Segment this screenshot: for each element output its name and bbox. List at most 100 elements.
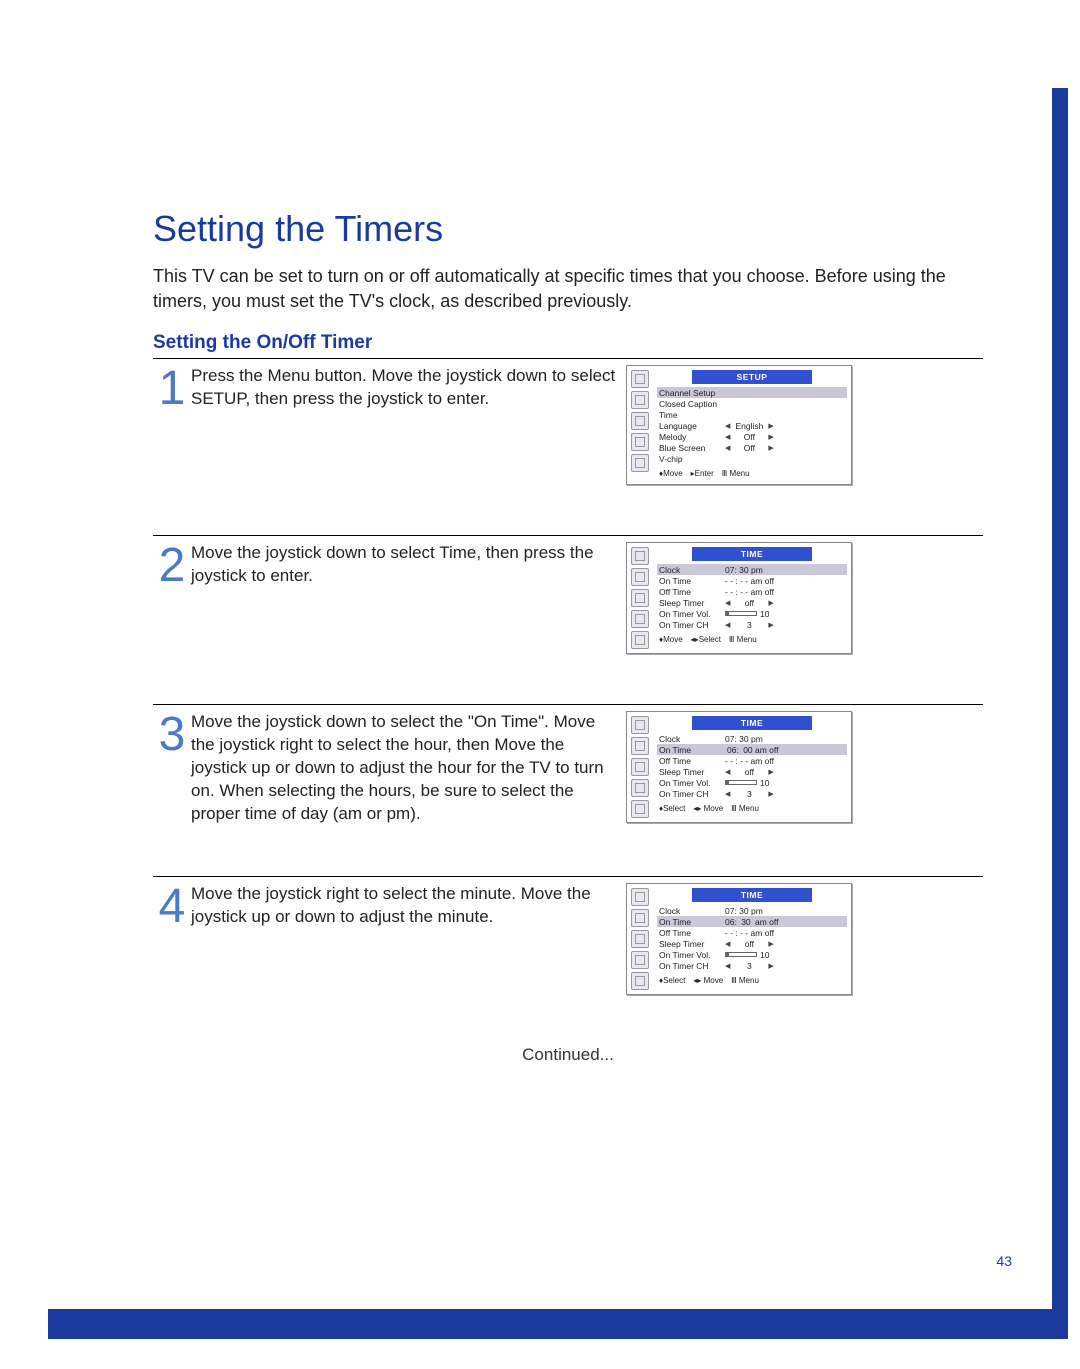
menu-value: 07: 30 pm bbox=[725, 906, 763, 916]
menu-row-label: Closed Caption bbox=[659, 399, 725, 409]
menu-row-label: V-chip bbox=[659, 454, 725, 464]
step-left: 4Move the joystick right to select the m… bbox=[153, 883, 626, 995]
menu-title: TIME bbox=[692, 888, 812, 902]
sidebar-icon bbox=[631, 972, 649, 990]
menu-value: 06: 30 am off bbox=[725, 917, 778, 927]
subheading: Setting the On/Off Timer bbox=[153, 332, 982, 354]
menu-main: TIME Clock07: 30 pmOn Time- - : - - am of… bbox=[653, 547, 847, 649]
menu-value: English bbox=[733, 421, 765, 431]
menu-title: TIME bbox=[692, 716, 812, 730]
menu-row: Sleep Timer◀off▶ bbox=[657, 766, 847, 777]
menu-main: SETUPChannel SetupClosed CaptionTimeLang… bbox=[653, 370, 847, 480]
intro-text: This TV can be set to turn on or off aut… bbox=[153, 264, 982, 314]
menu-row: Off Time- - : - - am off bbox=[657, 927, 847, 938]
menu-row-label: Language bbox=[659, 421, 725, 431]
left-arrow-icon: ◀ bbox=[725, 433, 730, 441]
menu-row-label: On Timer Vol. bbox=[659, 778, 725, 788]
menu-screenshot: TIME Clock07: 30 pmOn Time06: 30 am offOf… bbox=[626, 883, 852, 995]
menu-row: On Timer Vol. 10 bbox=[657, 777, 847, 788]
menu-value: Off bbox=[733, 432, 765, 442]
menu-main: TIMEClock07: 30 pmOn Time06: 00 am offOf… bbox=[653, 716, 847, 818]
step-text: Move the joystick down to select the "On… bbox=[191, 711, 626, 826]
menu-row: Blue Screen◀Off▶ bbox=[657, 442, 847, 453]
menu-row: Closed Caption bbox=[657, 398, 847, 409]
right-arrow-icon: ▶ bbox=[768, 444, 773, 452]
menu-value-wrap: 10 bbox=[725, 609, 769, 619]
menu-sidebar bbox=[631, 716, 653, 818]
menu-row-label: Clock bbox=[659, 906, 725, 916]
menu-row: V-chip bbox=[657, 453, 847, 464]
left-arrow-icon: ◀ bbox=[725, 599, 730, 607]
menu-value: 10 bbox=[760, 609, 769, 619]
menu-row: On Time- - : - - am off bbox=[657, 575, 847, 586]
menu-row: Clock07: 30 pm bbox=[657, 733, 847, 744]
menu-value-wrap: 10 bbox=[725, 950, 769, 960]
menu-row-label: On Timer CH bbox=[659, 620, 725, 630]
menu-row-label: Off Time bbox=[659, 587, 725, 597]
menu-value: 06: 00 am off bbox=[725, 745, 778, 755]
menu-value: 3 bbox=[733, 789, 765, 799]
step-number: 4 bbox=[153, 883, 191, 995]
sidebar-icon bbox=[631, 370, 649, 388]
menu-value-wrap: ◀off▶ bbox=[725, 939, 774, 949]
menu-value: off bbox=[733, 767, 765, 777]
sidebar-icon bbox=[631, 716, 649, 734]
menu-row: Sleep Timer◀off▶ bbox=[657, 597, 847, 608]
menu-row-label: On Timer Vol. bbox=[659, 950, 725, 960]
footer-hint: ◂▸Select bbox=[691, 635, 721, 644]
page-content: Setting the Timers This TV can be set to… bbox=[48, 88, 1052, 1085]
footer-hint: ♦Move bbox=[659, 635, 683, 644]
step-screen: SETUPChannel SetupClosed CaptionTimeLang… bbox=[626, 365, 852, 485]
footer-hint: Ⅲ Menu bbox=[722, 469, 750, 478]
menu-value-wrap: ◀off▶ bbox=[725, 598, 774, 608]
menu-value: 07: 30 pm bbox=[725, 734, 763, 744]
footer-hint: ♦Select bbox=[659, 804, 685, 813]
menu-row: On Time06: 30 am off bbox=[657, 916, 847, 927]
left-arrow-icon: ◀ bbox=[725, 422, 730, 430]
menu-row-label: Blue Screen bbox=[659, 443, 725, 453]
menu-value-wrap: ◀3▶ bbox=[725, 961, 774, 971]
menu-row-label: Clock bbox=[659, 565, 725, 575]
footer-hint: ♦Move bbox=[659, 469, 683, 478]
menu-row: On Timer CH◀3▶ bbox=[657, 960, 847, 971]
menu-row-label: On Time bbox=[659, 917, 725, 927]
menu-value: 3 bbox=[733, 620, 765, 630]
menu-value: - - : - - am off bbox=[725, 928, 774, 938]
menu-row: Time bbox=[657, 409, 847, 420]
sidebar-icon bbox=[631, 800, 649, 818]
menu-row-label: Off Time bbox=[659, 756, 725, 766]
left-arrow-icon: ◀ bbox=[725, 962, 730, 970]
step-screen: TIMEClock07: 30 pmOn Time06: 00 am offOf… bbox=[626, 711, 852, 826]
menu-row: Channel Setup bbox=[657, 387, 847, 398]
menu-row-label: Melody bbox=[659, 432, 725, 442]
menu-screenshot: TIME Clock07: 30 pmOn Time- - : - - am of… bbox=[626, 542, 852, 654]
sidebar-icon bbox=[631, 888, 649, 906]
menu-screenshot: TIMEClock07: 30 pmOn Time06: 00 am offOf… bbox=[626, 711, 852, 823]
footer-hint: ◂▸ Move bbox=[693, 976, 723, 985]
footer-hint: ◂▸ Move bbox=[693, 804, 723, 813]
menu-value: 10 bbox=[760, 778, 769, 788]
menu-value: - - : - - am off bbox=[725, 756, 774, 766]
left-arrow-icon: ◀ bbox=[725, 621, 730, 629]
sidebar-icon bbox=[631, 589, 649, 607]
page-number: 43 bbox=[996, 1253, 1012, 1269]
menu-footer: ♦Select◂▸ MoveⅢ Menu bbox=[657, 802, 847, 815]
page-frame: Setting the Timers This TV can be set to… bbox=[48, 88, 1068, 1339]
menu-title: TIME bbox=[692, 547, 812, 561]
volume-bar bbox=[725, 611, 757, 616]
menu-footer: ♦Move▸EnterⅢ Menu bbox=[657, 467, 847, 480]
footer-hint: Ⅲ Menu bbox=[731, 976, 759, 985]
menu-screenshot: SETUPChannel SetupClosed CaptionTimeLang… bbox=[626, 365, 852, 485]
step-container: 3 Move the joystick down to select the "O… bbox=[153, 704, 983, 826]
menu-value-wrap: ◀off▶ bbox=[725, 767, 774, 777]
step-screen: TIME Clock07: 30 pmOn Time- - : - - am of… bbox=[626, 542, 852, 654]
menu-value-wrap: ◀Off▶ bbox=[725, 432, 774, 442]
sidebar-icon bbox=[631, 610, 649, 628]
left-arrow-icon: ◀ bbox=[725, 790, 730, 798]
step-number: 1 bbox=[153, 365, 191, 485]
menu-row: Clock07: 30 pm bbox=[657, 564, 847, 575]
sidebar-icon bbox=[631, 391, 649, 409]
menu-row: On Timer Vol. 10 bbox=[657, 949, 847, 960]
step-text: Move the joystick right to select the mi… bbox=[191, 883, 626, 995]
sidebar-icon bbox=[631, 951, 649, 969]
